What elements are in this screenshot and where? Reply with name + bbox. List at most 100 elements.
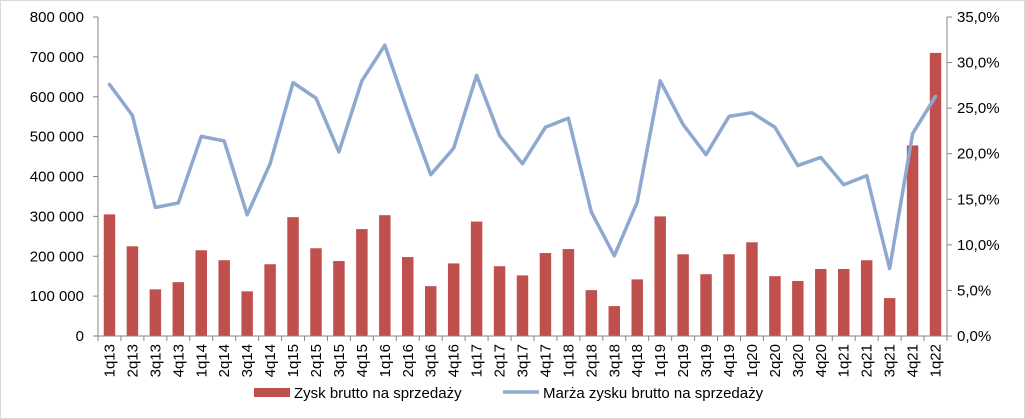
right-tick-label: 15,0% — [957, 191, 1000, 208]
x-tick-label: 4q15 — [354, 344, 371, 377]
x-tick-label: 4q13 — [170, 344, 187, 377]
bar-3q20 — [792, 280, 804, 336]
x-tick-label: 2q14 — [216, 344, 233, 377]
bar-4q13 — [172, 282, 185, 336]
x-tick-label: 4q18 — [629, 344, 646, 377]
bar-3q19 — [700, 274, 712, 336]
x-tick-label: 3q20 — [790, 344, 807, 377]
x-tick-label: 1q14 — [193, 344, 210, 377]
x-tick-label: 2q18 — [583, 344, 600, 377]
bar-4q19 — [723, 254, 735, 336]
left-tick-label: 200 000 — [30, 248, 84, 265]
legend: Zysk brutto na sprzedaży Marża zysku bru… — [254, 385, 764, 402]
bar-series — [103, 52, 942, 337]
right-tick-label: 35,0% — [957, 9, 1000, 26]
x-tick-label: 4q17 — [537, 344, 554, 377]
x-tick-label: 3q18 — [606, 344, 623, 377]
x-tick-label: 4q16 — [446, 344, 463, 377]
x-tick-label: 2q19 — [675, 344, 692, 377]
bar-4q17 — [539, 253, 552, 336]
x-tick-label: 2q21 — [859, 344, 876, 377]
x-tick-label: 4q19 — [721, 344, 738, 377]
x-tick-label: 4q20 — [813, 344, 830, 377]
x-tick-label: 3q14 — [239, 344, 256, 377]
right-tick-label: 0,0% — [957, 328, 991, 345]
bar-3q16 — [424, 286, 437, 336]
x-tick-label: 2q17 — [492, 344, 509, 377]
bar-4q20 — [815, 269, 827, 336]
bar-1q14 — [195, 250, 207, 336]
x-tick-label: 1q19 — [652, 344, 669, 377]
bar-2q18 — [585, 290, 598, 336]
right-y-tick-labels: 0,0% 5,0% 10,0% 15,0% 20,0% 25,0% 30,0% 35,0% — [957, 9, 1000, 345]
bar-2q16 — [402, 257, 414, 336]
x-tick-label: 1q20 — [744, 344, 761, 377]
right-tick-label: 30,0% — [957, 55, 1000, 72]
left-tick-label: 700 000 — [30, 49, 84, 66]
bar-2q17 — [493, 266, 506, 336]
x-tick-label: 1q13 — [101, 344, 118, 377]
bar-2q19 — [677, 254, 689, 336]
left-tick-label: 500 000 — [30, 129, 84, 146]
bar-3q13 — [149, 289, 162, 336]
bar-2q13 — [126, 246, 139, 336]
bar-2q21 — [860, 260, 873, 336]
left-tick-label: 400 000 — [30, 169, 84, 186]
x-tick-label: 3q16 — [423, 344, 440, 377]
bar-3q17 — [516, 275, 529, 336]
x-tick-label: 3q17 — [515, 344, 532, 377]
bar-4q16 — [447, 263, 460, 336]
bar-4q15 — [356, 229, 368, 336]
bar-1q18 — [562, 249, 575, 336]
bar-4q21 — [906, 145, 919, 336]
x-tick-label: 2q20 — [767, 344, 784, 377]
legend-line-label: Marża zysku brutto na sprzedaży — [543, 385, 764, 402]
right-tick-label: 5,0% — [957, 282, 991, 299]
bar-4q18 — [631, 279, 643, 336]
line-series — [107, 43, 938, 271]
x-tick-label: 1q15 — [285, 344, 302, 377]
x-tick-label: 3q15 — [331, 344, 348, 377]
bar-1q13 — [103, 214, 116, 336]
x-tick-label: 2q13 — [124, 344, 141, 377]
bar-3q14 — [241, 291, 253, 336]
bar-1q17 — [470, 221, 483, 336]
left-tick-label: 300 000 — [30, 208, 84, 225]
left-y-tick-labels: 0 100 000 200 000 300 000 400 000 500 000 600 … — [30, 9, 84, 345]
bar-3q18 — [608, 306, 621, 336]
bar-3q15 — [333, 261, 345, 336]
x-tick-label: 2q16 — [400, 344, 417, 377]
right-tick-label: 10,0% — [957, 237, 1000, 254]
left-tick-label: 800 000 — [30, 9, 84, 26]
x-tick-label: 1q21 — [836, 344, 853, 377]
left-tick-label: 0 — [76, 328, 84, 345]
x-tick-label: 1q17 — [469, 344, 486, 377]
x-tick-label: 3q13 — [147, 344, 164, 377]
bar-1q19 — [654, 216, 666, 337]
legend-bar-swatch — [254, 388, 290, 397]
bar-1q15 — [287, 217, 299, 336]
bar-2q14 — [218, 260, 230, 336]
axes — [93, 16, 952, 341]
bar-2q15 — [310, 248, 322, 336]
x-tick-label: 3q21 — [882, 344, 899, 377]
x-tick-label: 1q18 — [560, 344, 577, 377]
margin-line — [107, 43, 938, 271]
x-tick-label: 4q14 — [262, 344, 279, 377]
x-tick-label: 2q15 — [308, 344, 325, 377]
x-tick-label: 1q22 — [928, 344, 945, 377]
x-tick-label: 3q19 — [698, 344, 715, 377]
left-tick-label: 600 000 — [30, 89, 84, 106]
x-tick-label: 4q21 — [905, 344, 922, 377]
bar-4q14 — [264, 264, 276, 336]
right-tick-label: 25,0% — [957, 100, 1000, 117]
right-tick-label: 20,0% — [957, 146, 1000, 163]
left-tick-label: 100 000 — [30, 288, 84, 305]
bar-1q21 — [838, 269, 850, 336]
x-tick-label: 1q16 — [377, 344, 394, 377]
legend-bar-label: Zysk brutto na sprzedaży — [294, 385, 462, 402]
bar-1q20 — [746, 242, 758, 336]
bar-3q21 — [883, 298, 896, 336]
